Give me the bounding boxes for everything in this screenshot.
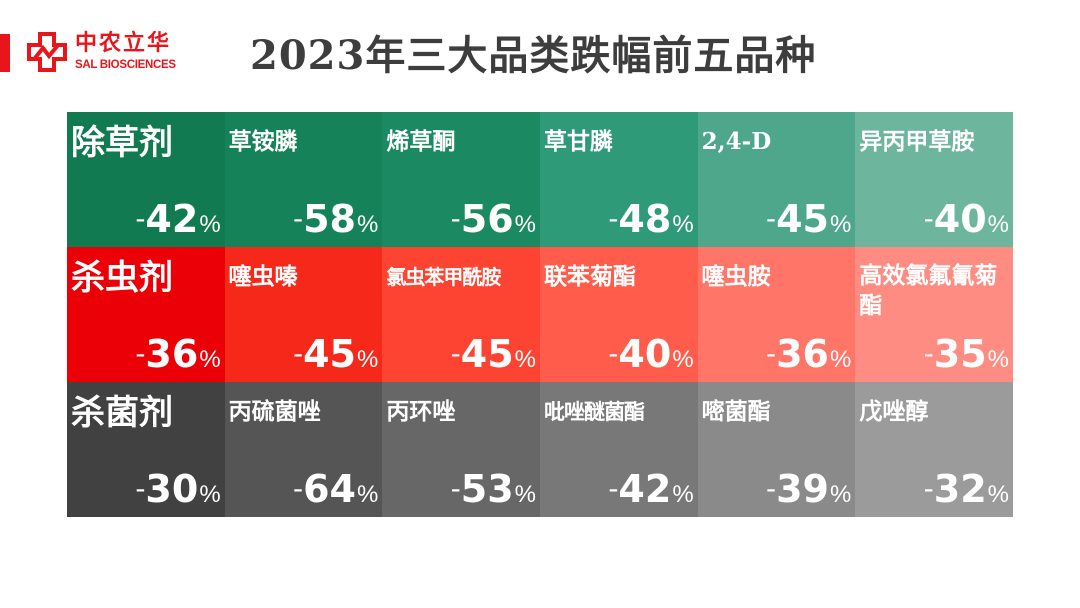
product-name: 异丙甲草胺 (859, 128, 975, 155)
product-name: 吡唑醚菌酯 (544, 399, 645, 424)
product-name: 氯虫苯甲酰胺 (386, 265, 501, 289)
product-cell: 高效氯氟氰菊酯 -35% (855, 247, 1013, 382)
product-change: -40% (923, 197, 1009, 241)
product-cell: 2,4-D -45% (697, 112, 856, 247)
product-cell: 丙硫菌唑 -64% (224, 382, 383, 517)
category-label: 除草剂 (71, 123, 173, 163)
product-cell: 异丙甲草胺 -40% (855, 112, 1013, 247)
category-change: -30% (135, 467, 221, 511)
cross-logo-icon (27, 32, 67, 72)
product-name: 丙硫菌唑 (228, 398, 321, 425)
company-logo: 中农立华 SAL BIOSCIENCES (27, 30, 187, 78)
product-name: 噻虫胺 (701, 263, 771, 290)
product-name: 噻虫嗪 (228, 263, 298, 290)
product-cell: 吡唑醚菌酯 -42% (540, 382, 698, 517)
product-cell: 戊唑醇 -32% (855, 382, 1013, 517)
product-change: -32% (923, 467, 1009, 511)
product-change: -39% (765, 467, 852, 511)
product-name: 丙环唑 (386, 398, 456, 425)
category-cell-herbicide: 除草剂 -42% (67, 112, 225, 247)
product-cell: 联苯菊酯 -40% (540, 247, 698, 382)
product-change: -45% (765, 197, 852, 241)
product-name: 联苯菊酯 (544, 263, 636, 290)
product-cell: 丙环唑 -53% (382, 382, 540, 517)
product-name: 烯草酮 (386, 128, 456, 155)
logo-english-name: SAL BIOSCIENCES (75, 59, 176, 71)
decline-table: 除草剂 -42% 草铵膦 -58% 烯草酮 -56% 草甘膦 -48% 2,4-… (67, 112, 1013, 517)
product-name: 草甘膦 (544, 128, 613, 155)
category-cell-insecticide: 杀虫剂 -36% (67, 247, 225, 382)
category-label: 杀虫剂 (71, 258, 173, 298)
product-change: -56% (450, 197, 536, 241)
product-change: -48% (608, 197, 694, 241)
product-change: -45% (292, 332, 379, 376)
product-name: 2,4-D (701, 128, 772, 155)
product-cell: 氯虫苯甲酰胺 -45% (382, 247, 540, 382)
accent-bar (0, 34, 10, 72)
product-cell: 嘧菌酯 -39% (697, 382, 856, 517)
product-change: -64% (292, 467, 379, 511)
category-label: 杀菌剂 (71, 393, 173, 433)
category-change: -42% (135, 197, 221, 241)
logo-chinese-name: 中农立华 (75, 30, 172, 56)
product-cell: 噻虫胺 -36% (697, 247, 856, 382)
product-name: 高效氯氟氰菊酯 (859, 262, 998, 319)
product-cell: 草甘膦 -48% (540, 112, 698, 247)
product-name: 草铵膦 (228, 128, 298, 155)
product-change: -42% (608, 467, 694, 511)
category-cell-fungicide: 杀菌剂 -30% (67, 382, 225, 517)
product-change: -58% (292, 197, 379, 241)
category-change: -36% (135, 332, 221, 376)
product-cell: 烯草酮 -56% (382, 112, 540, 247)
product-change: -45% (450, 332, 536, 376)
product-change: -40% (608, 332, 694, 376)
product-cell: 噻虫嗪 -45% (224, 247, 383, 382)
product-change: -36% (765, 332, 852, 376)
page-title: 2023年三大品类跌幅前五品种 (250, 32, 817, 79)
product-name: 戊唑醇 (859, 398, 929, 425)
product-change: -53% (450, 467, 536, 511)
product-name: 嘧菌酯 (701, 398, 771, 425)
product-change: -35% (923, 332, 1009, 376)
product-cell: 草铵膦 -58% (224, 112, 383, 247)
